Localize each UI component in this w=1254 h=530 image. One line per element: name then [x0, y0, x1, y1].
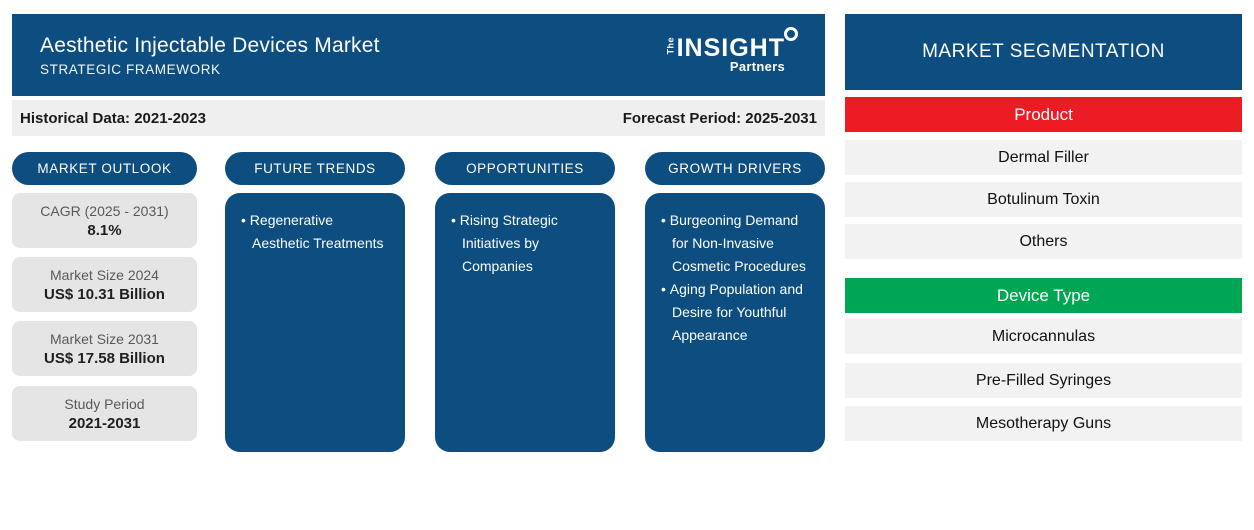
growth-drivers-box: Burgeoning Demand for Non-Invasive Cosme…	[645, 193, 825, 452]
stat-label: Market Size 2031	[50, 330, 159, 347]
segment-group-device-type: Device Type	[845, 278, 1242, 313]
page-title: Aesthetic Injectable Devices Market	[40, 33, 380, 57]
bullet-item: Regenerative Aesthetic Treatments	[241, 209, 393, 255]
future-trends-pill: FUTURE TRENDS	[225, 152, 405, 185]
stat-label: CAGR (2025 - 2031)	[40, 202, 169, 219]
market-outlook-pill: MARKET OUTLOOK	[12, 152, 197, 185]
stat-card-market-size-2024: Market Size 2024 US$ 10.31 Billion	[12, 257, 197, 312]
bullet-item: Rising Strategic Initiatives by Companie…	[451, 209, 603, 278]
segment-item: Botulinum Toxin	[845, 182, 1242, 217]
stat-card-cagr: CAGR (2025 - 2031) 8.1%	[12, 193, 197, 248]
segment-item: Dermal Filler	[845, 140, 1242, 175]
insight-partners-logo: The INSIGHT Partners	[665, 27, 798, 74]
historical-data-label: Historical Data: 2021-2023	[20, 109, 206, 127]
stat-card-market-size-2031: Market Size 2031 US$ 17.58 Billion	[12, 321, 197, 376]
title-block: Aesthetic Injectable Devices Market STRA…	[40, 34, 380, 77]
segment-item: Pre-Filled Syringes	[845, 363, 1242, 398]
segment-group-product: Product	[845, 97, 1242, 132]
opportunities-pill: OPPORTUNITIES	[435, 152, 615, 185]
stat-label: Market Size 2024	[50, 266, 159, 283]
stat-label: Study Period	[64, 395, 145, 412]
stat-card-study-period: Study Period 2021-2031	[12, 386, 197, 441]
segment-item: Mesotherapy Guns	[845, 406, 1242, 441]
opportunities-box: Rising Strategic Initiatives by Companie…	[435, 193, 615, 452]
forecast-period-label: Forecast Period: 2025-2031	[622, 109, 817, 127]
logo-the-text: The	[665, 36, 676, 54]
page-subtitle: STRATEGIC FRAMEWORK	[40, 61, 221, 77]
stat-value: US$ 17.58 Billion	[44, 349, 165, 367]
report-header: Aesthetic Injectable Devices Market STRA…	[12, 14, 825, 96]
logo-insight-text: INSIGHT	[676, 34, 785, 62]
stat-value: 2021-2031	[68, 414, 141, 432]
bullet-item: Aging Population and Desire for Youthful…	[661, 278, 813, 347]
segment-item: Others	[845, 224, 1242, 259]
logo-partners-text: Partners	[729, 59, 785, 74]
segment-item: Microcannulas	[845, 319, 1242, 354]
growth-drivers-pill: GROWTH DRIVERS	[645, 152, 825, 185]
stat-value: US$ 10.31 Billion	[44, 285, 165, 303]
market-segmentation-header: MARKET SEGMENTATION	[845, 14, 1242, 90]
logo-row: The INSIGHT	[665, 27, 798, 62]
bullet-item: Burgeoning Demand for Non-Invasive Cosme…	[661, 209, 813, 278]
stat-value: 8.1%	[87, 221, 122, 239]
period-bar: Historical Data: 2021-2023 Forecast Peri…	[12, 100, 825, 136]
magnifier-icon	[784, 27, 798, 41]
future-trends-box: Regenerative Aesthetic Treatments	[225, 193, 405, 452]
